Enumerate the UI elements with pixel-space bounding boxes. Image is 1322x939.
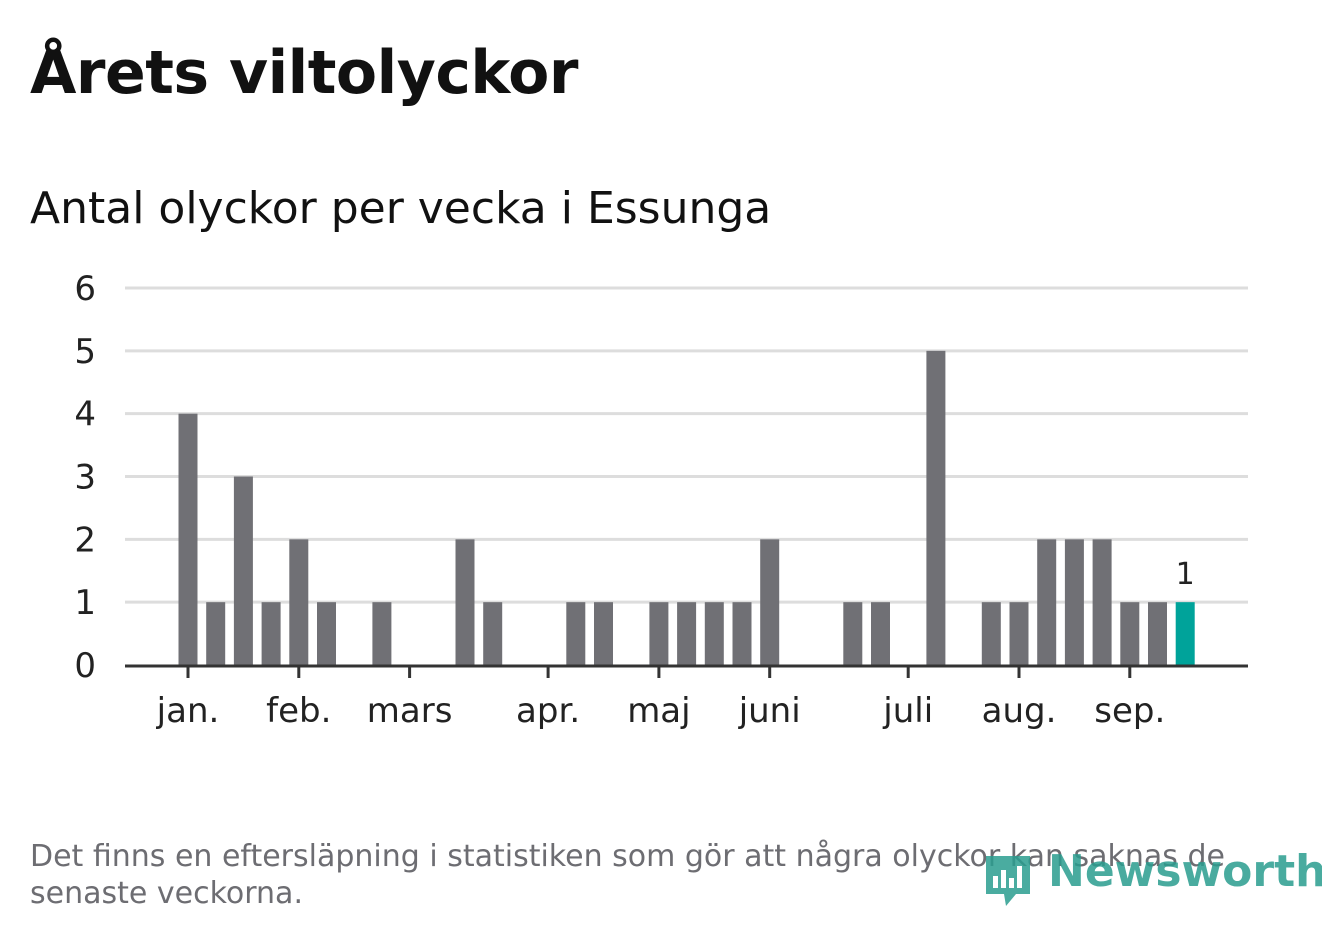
bar: [206, 602, 226, 665]
y-tick-label: 1: [74, 583, 96, 623]
chart-subtitle: Antal olyckor per vecka i Essunga: [30, 183, 772, 234]
x-tick-label: feb.: [266, 691, 331, 731]
bar: [483, 602, 503, 665]
bar: [1120, 602, 1140, 665]
bar: [677, 602, 697, 665]
bar: [981, 602, 1001, 665]
x-tick-label: jan.: [156, 691, 220, 731]
bar: [594, 602, 613, 665]
y-tick-label: 0: [74, 646, 96, 686]
bar-highlight: [1175, 602, 1195, 665]
y-axis-tick-labels: 0 1 2 3 4 5 6: [74, 269, 96, 686]
x-axis: [125, 664, 1248, 678]
bar: [1037, 539, 1057, 665]
x-tick-label: sep.: [1094, 691, 1165, 731]
x-tick-label: maj: [627, 691, 690, 731]
bar: [233, 476, 253, 665]
bar: [566, 602, 586, 665]
bar: [1064, 539, 1084, 665]
x-tick-label: juni: [738, 691, 801, 731]
x-tick-label: aug.: [982, 691, 1057, 731]
bar: [1009, 602, 1029, 665]
newsworthy-logo-text: Newsworthy: [1048, 846, 1322, 897]
x-tick-label: mars: [367, 691, 453, 731]
newsworthy-logo-icon: [986, 856, 1030, 906]
data-label: 1: [1176, 557, 1195, 592]
bar: [261, 602, 281, 665]
bar: [455, 539, 475, 665]
y-tick-label: 6: [74, 269, 96, 309]
x-axis-tick-labels: jan. feb. mars apr. maj juni juli aug. sep.: [156, 691, 1166, 731]
bar: [843, 602, 863, 665]
bar: [178, 413, 198, 665]
bar-chart: 0 1 2 3 4 5 6 jan. feb. mars apr. maj juni juli aug. s…: [74, 269, 1248, 731]
bar: [871, 602, 890, 665]
bar: [1092, 539, 1112, 665]
bar: [317, 602, 336, 665]
bar: [1148, 602, 1167, 665]
bar: [704, 602, 724, 665]
x-tick-label: apr.: [516, 691, 580, 731]
y-tick-label: 2: [74, 520, 96, 560]
data-labels: 1: [1176, 557, 1195, 592]
y-tick-label: 5: [74, 332, 96, 372]
bar: [732, 602, 752, 665]
bars: [178, 350, 1195, 665]
y-tick-label: 3: [74, 458, 96, 498]
bar: [372, 602, 392, 665]
bar: [760, 539, 780, 665]
bar: [289, 539, 309, 665]
bar: [649, 602, 669, 665]
y-tick-label: 4: [74, 395, 96, 435]
bar: [926, 350, 946, 665]
x-tick-label: juli: [882, 691, 933, 731]
chart-title: Årets viltolyckor: [30, 38, 579, 108]
